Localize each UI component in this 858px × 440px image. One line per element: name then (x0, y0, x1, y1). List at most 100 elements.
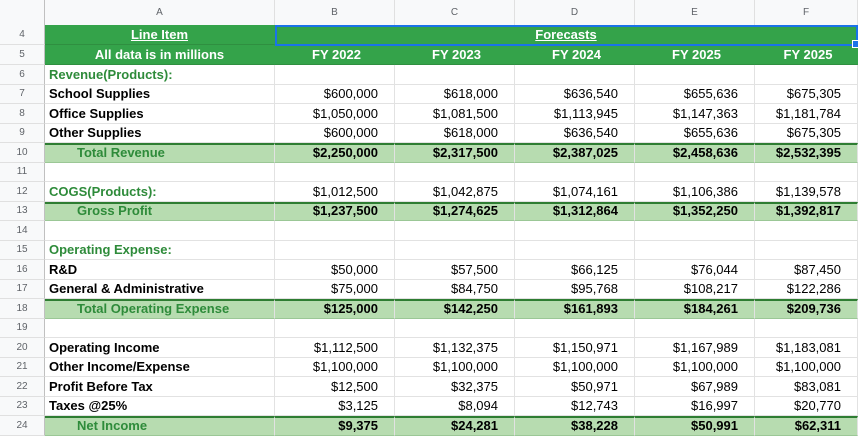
value-cell[interactable]: $38,228 (515, 416, 635, 436)
value-cell[interactable]: $1,181,784 (755, 104, 858, 124)
line-item-label-cell[interactable]: COGS(Products): (45, 182, 275, 202)
value-cell[interactable]: $87,450 (755, 260, 858, 280)
value-cell[interactable]: $95,768 (515, 279, 635, 299)
value-cell[interactable]: $2,532,395 (755, 143, 858, 163)
line-item-label-cell[interactable] (45, 162, 275, 182)
value-cell[interactable]: $125,000 (275, 299, 395, 319)
row-number[interactable]: 16 (0, 260, 45, 280)
value-cell[interactable] (275, 65, 395, 85)
value-cell[interactable]: $675,305 (755, 84, 858, 104)
row-number[interactable]: 21 (0, 357, 45, 377)
value-cell[interactable]: $84,750 (395, 279, 515, 299)
year-header-fy2024[interactable]: FY 2024 (515, 45, 635, 65)
value-cell[interactable] (755, 318, 858, 338)
value-cell[interactable]: $1,237,500 (275, 201, 395, 221)
row-number[interactable]: 17 (0, 279, 45, 299)
value-cell[interactable]: $1,352,250 (635, 201, 755, 221)
value-cell[interactable]: $1,392,817 (755, 201, 858, 221)
value-cell[interactable]: $1,100,000 (395, 357, 515, 377)
value-cell[interactable]: $1,100,000 (635, 357, 755, 377)
value-cell[interactable]: $1,100,000 (275, 357, 395, 377)
line-item-label-cell[interactable]: Office Supplies (45, 104, 275, 124)
value-cell[interactable] (515, 240, 635, 260)
value-cell[interactable]: $9,375 (275, 416, 395, 436)
value-cell[interactable] (635, 221, 755, 241)
value-cell[interactable]: $32,375 (395, 377, 515, 397)
line-item-label-cell[interactable]: Profit Before Tax (45, 377, 275, 397)
line-item-label-cell[interactable]: School Supplies (45, 84, 275, 104)
value-cell[interactable] (395, 65, 515, 85)
value-cell[interactable]: $75,000 (275, 279, 395, 299)
value-cell[interactable]: $1,050,000 (275, 104, 395, 124)
line-item-header-cell[interactable]: Line Item (45, 25, 275, 45)
value-cell[interactable]: $618,000 (395, 123, 515, 143)
year-header-fy2025[interactable]: FY 2025 (635, 45, 755, 65)
line-item-label-cell[interactable]: General & Administrative (45, 279, 275, 299)
value-cell[interactable] (755, 65, 858, 85)
value-cell[interactable]: $1,042,875 (395, 182, 515, 202)
value-cell[interactable] (635, 240, 755, 260)
line-item-label-cell[interactable]: Gross Profit (45, 201, 275, 221)
value-cell[interactable]: $1,147,363 (635, 104, 755, 124)
value-cell[interactable] (395, 240, 515, 260)
value-cell[interactable]: $2,250,000 (275, 143, 395, 163)
value-cell[interactable]: $76,044 (635, 260, 755, 280)
row-number[interactable]: 18 (0, 299, 45, 319)
year-header-fy2023[interactable]: FY 2023 (395, 45, 515, 65)
line-item-label-cell[interactable]: Operating Expense: (45, 240, 275, 260)
line-item-label-cell[interactable] (45, 221, 275, 241)
row-number[interactable]: 13 (0, 201, 45, 221)
line-item-label-cell[interactable]: Other Income/Expense (45, 357, 275, 377)
value-cell[interactable] (755, 240, 858, 260)
value-cell[interactable] (515, 162, 635, 182)
fill-handle[interactable] (852, 40, 858, 48)
row-number[interactable]: 15 (0, 240, 45, 260)
row-number[interactable]: 12 (0, 182, 45, 202)
forecasts-header-cell[interactable]: Forecasts (275, 25, 858, 45)
value-cell[interactable]: $1,100,000 (515, 357, 635, 377)
value-cell[interactable]: $600,000 (275, 84, 395, 104)
value-cell[interactable]: $12,500 (275, 377, 395, 397)
column-header-d[interactable]: D (515, 0, 635, 25)
value-cell[interactable] (395, 221, 515, 241)
row-number[interactable]: 9 (0, 123, 45, 143)
value-cell[interactable]: $1,312,864 (515, 201, 635, 221)
line-item-label-cell[interactable]: Operating Income (45, 338, 275, 358)
value-cell[interactable]: $20,770 (755, 396, 858, 416)
column-header-e[interactable]: E (635, 0, 755, 25)
value-cell[interactable] (275, 162, 395, 182)
row-number[interactable]: 22 (0, 377, 45, 397)
value-cell[interactable]: $1,150,971 (515, 338, 635, 358)
value-cell[interactable]: $1,106,386 (635, 182, 755, 202)
value-cell[interactable] (515, 65, 635, 85)
value-cell[interactable]: $66,125 (515, 260, 635, 280)
row-number[interactable]: 8 (0, 104, 45, 124)
row-number[interactable]: 20 (0, 338, 45, 358)
value-cell[interactable]: $655,636 (635, 84, 755, 104)
value-cell[interactable]: $50,991 (635, 416, 755, 436)
value-cell[interactable] (635, 318, 755, 338)
value-cell[interactable]: $8,094 (395, 396, 515, 416)
value-cell[interactable] (635, 65, 755, 85)
line-item-label-cell[interactable] (45, 318, 275, 338)
value-cell[interactable]: $1,012,500 (275, 182, 395, 202)
value-cell[interactable]: $50,971 (515, 377, 635, 397)
column-header-c[interactable]: C (395, 0, 515, 25)
line-item-label-cell[interactable]: Revenue(Products): (45, 65, 275, 85)
value-cell[interactable]: $1,112,500 (275, 338, 395, 358)
value-cell[interactable] (515, 221, 635, 241)
value-cell[interactable]: $636,540 (515, 123, 635, 143)
row-number[interactable]: 11 (0, 162, 45, 182)
row-number[interactable]: 10 (0, 143, 45, 163)
value-cell[interactable]: $122,286 (755, 279, 858, 299)
value-cell[interactable]: $67,989 (635, 377, 755, 397)
year-header-fy2022[interactable]: FY 2022 (275, 45, 395, 65)
value-cell[interactable]: $142,250 (395, 299, 515, 319)
value-cell[interactable]: $1,139,578 (755, 182, 858, 202)
value-cell[interactable] (275, 318, 395, 338)
line-item-label-cell[interactable]: Total Revenue (45, 143, 275, 163)
row-number[interactable]: 24 (0, 416, 45, 436)
value-cell[interactable]: $108,217 (635, 279, 755, 299)
value-cell[interactable] (515, 318, 635, 338)
value-cell[interactable]: $600,000 (275, 123, 395, 143)
